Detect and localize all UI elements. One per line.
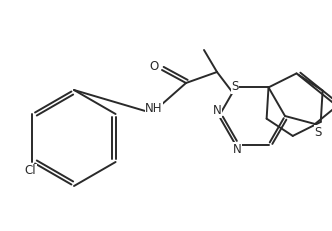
Text: S: S [314,125,322,139]
Text: S: S [231,80,239,94]
Text: O: O [149,60,159,73]
Text: N: N [212,104,221,118]
Text: N: N [233,143,242,156]
Text: Cl: Cl [25,164,36,177]
Text: NH: NH [145,101,163,115]
